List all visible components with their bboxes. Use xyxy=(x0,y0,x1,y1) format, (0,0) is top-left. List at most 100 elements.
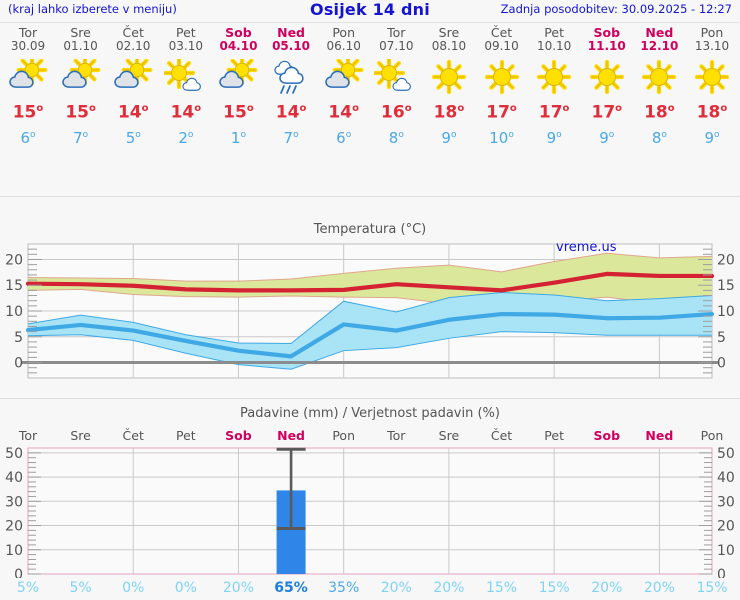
day-name: Sre xyxy=(70,25,91,40)
precipitation-day-label: Ned xyxy=(645,428,674,443)
day-date: 12.10 xyxy=(640,39,679,53)
day-column[interactable]: Pet 10.10 17o 9o xyxy=(528,26,580,148)
max-temperature: 17o xyxy=(591,102,623,123)
day-column[interactable]: Čet 09.10 17o 10o xyxy=(476,26,528,148)
svg-text:20: 20 xyxy=(717,252,735,268)
day-name: Pet xyxy=(544,25,564,40)
day-date: 10.10 xyxy=(536,39,572,53)
day-date: 01.10 xyxy=(63,39,98,53)
svg-text:15: 15 xyxy=(5,278,23,294)
day-name: Tor xyxy=(18,25,38,40)
precipitation-probability: 5% xyxy=(16,580,40,596)
day-name: Sob xyxy=(225,25,252,40)
watermark-label: vreme.us xyxy=(556,240,617,255)
day-date: 05.10 xyxy=(272,39,311,53)
sun-icon xyxy=(528,59,580,95)
min-temperature: 7o xyxy=(73,128,89,147)
day-date: 04.10 xyxy=(219,39,258,53)
max-temperature: 15o xyxy=(223,102,254,123)
precipitation-day-label: Čet xyxy=(490,428,513,443)
precipitation-day-label: Pon xyxy=(332,428,356,443)
svg-text:10: 10 xyxy=(717,543,735,559)
min-temperature: 1o xyxy=(230,128,246,147)
location-hint: (kraj lahko izberete v meniju) xyxy=(8,2,177,16)
max-temperature: 17o xyxy=(486,102,517,123)
day-name: Ned xyxy=(645,25,674,40)
day-name: Čet xyxy=(122,25,144,40)
min-temperature: 5o xyxy=(125,128,141,147)
day-column[interactable]: Pon 06.10 14o 6o xyxy=(318,26,370,148)
max-temperature: 14o xyxy=(275,102,307,123)
svg-text:20: 20 xyxy=(717,519,735,535)
min-temperature: 9o xyxy=(599,128,615,147)
sun-icon xyxy=(423,59,475,95)
svg-text:10: 10 xyxy=(5,304,23,320)
day-column[interactable]: Sre 08.10 18o 9o xyxy=(423,26,475,148)
day-column[interactable]: Čet 02.10 14o 5o xyxy=(107,26,159,148)
sun-icon xyxy=(633,59,685,95)
day-name: Čet xyxy=(490,25,513,40)
day-date: 13.10 xyxy=(694,39,730,53)
sun-icon xyxy=(476,59,528,95)
sun-behind-cloud-icon xyxy=(107,59,159,95)
precipitation-day-label: Tor xyxy=(387,428,406,443)
temperature-chart-title: Temperatura (°C) xyxy=(313,222,427,237)
min-temperature: 10o xyxy=(489,128,514,147)
sun-small-cloud-icon xyxy=(160,59,212,95)
sun-icon xyxy=(686,59,738,95)
day-column[interactable]: Pon 13.10 18o 9o xyxy=(686,26,738,148)
svg-text:0: 0 xyxy=(14,356,23,372)
day-name: Pet xyxy=(176,25,196,40)
max-temperature: 14o xyxy=(117,102,149,123)
day-column[interactable]: Sre 01.10 15o 7o xyxy=(55,26,107,148)
day-date: 08.10 xyxy=(431,39,467,53)
day-column[interactable]: Ned 12.10 18o 8o xyxy=(633,26,685,148)
precipitation-day-labels: Tor Sre Čet Pet Sob Ned Pon Tor Sre Čet Pet Sob Ned P… xyxy=(0,428,740,444)
precipitation-day-label: Sob xyxy=(225,428,252,443)
min-temperature: 9o xyxy=(441,128,457,147)
day-name: Sre xyxy=(438,25,460,40)
svg-text:20: 20 xyxy=(5,252,23,268)
sun-behind-cloud-icon xyxy=(55,59,107,95)
svg-text:0: 0 xyxy=(717,567,726,578)
precipitation-probability: 20% xyxy=(380,580,412,596)
precipitation-day-label: Sre xyxy=(438,428,460,443)
min-temperature: 6o xyxy=(20,128,36,147)
max-temperature: 18o xyxy=(696,102,728,123)
max-temperature: 17o xyxy=(538,102,570,123)
day-column[interactable]: Sob 04.10 15o 1o xyxy=(212,26,264,148)
day-date: 06.10 xyxy=(326,39,361,53)
precipitation-day-label: Tor xyxy=(18,428,38,443)
max-temperature: 15o xyxy=(12,102,44,123)
page-title: Osijek 14 dni xyxy=(310,0,430,19)
strip-divider xyxy=(0,196,740,197)
rain-cloud-icon xyxy=(265,59,317,95)
precipitation-day-label: Ned xyxy=(277,428,305,443)
svg-text:15: 15 xyxy=(717,278,735,294)
min-temperature: 9o xyxy=(546,128,562,147)
last-update-text: Zadnja posodobitev: 30.09.2025 - 12:27 xyxy=(500,2,732,16)
day-name: Pon xyxy=(700,25,724,40)
svg-text:5: 5 xyxy=(14,330,23,346)
svg-text:50: 50 xyxy=(717,446,735,462)
svg-text:0: 0 xyxy=(14,567,23,578)
precipitation-probability: 20% xyxy=(643,580,675,596)
day-column[interactable]: Sob 11.10 17o 9o xyxy=(581,26,633,148)
header-divider xyxy=(0,22,740,23)
precipitation-probability: 15% xyxy=(485,580,518,596)
day-column[interactable]: Ned 05.10 14o 7o xyxy=(265,26,317,148)
sun-behind-cloud-icon xyxy=(2,59,54,95)
precipitation-probability: 0% xyxy=(174,580,197,596)
day-date: 11.10 xyxy=(587,39,626,53)
day-column[interactable]: Pet 03.10 14o 2o xyxy=(160,26,212,148)
max-temperature: 18o xyxy=(433,102,465,123)
svg-text:10: 10 xyxy=(717,304,735,320)
max-temperature: 14o xyxy=(170,102,202,123)
min-temperature: 8o xyxy=(651,128,667,147)
day-column[interactable]: Tor 30.09 15o 6o xyxy=(2,26,54,148)
day-column[interactable]: Tor 07.10 16o 8o xyxy=(370,26,422,148)
day-name: Sob xyxy=(593,25,621,40)
precipitation-day-label: Pet xyxy=(544,428,564,443)
day-name: Tor xyxy=(387,25,406,40)
svg-text:20: 20 xyxy=(5,519,23,535)
